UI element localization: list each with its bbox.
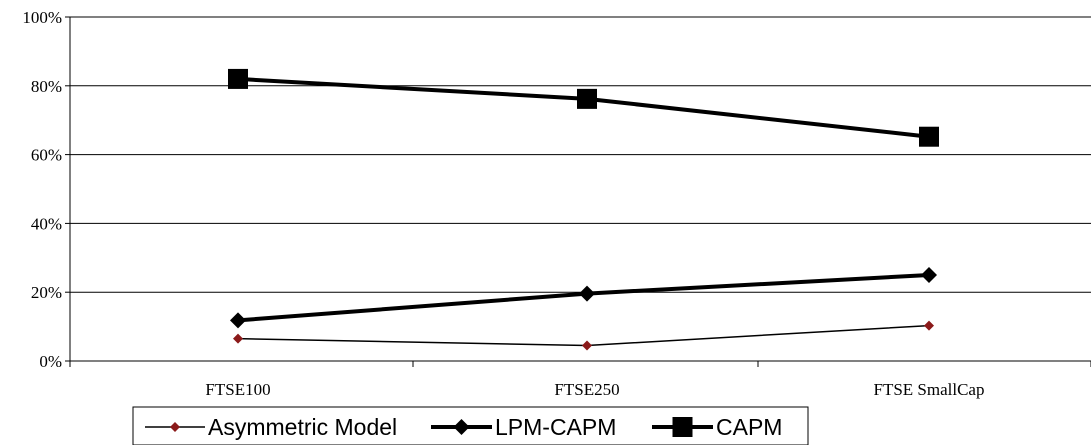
y-tick-label: 60% xyxy=(31,146,62,165)
y-tick-label: 80% xyxy=(31,77,62,96)
series-asymmetric-model xyxy=(233,320,934,351)
series-line xyxy=(237,324,930,347)
data-point-square xyxy=(228,68,248,89)
legend-item: Asymmetric Model xyxy=(145,414,397,440)
legend-item: LPM-CAPM xyxy=(431,414,616,440)
legend-item: CAPM xyxy=(652,414,782,440)
data-point-diamond xyxy=(582,340,592,351)
data-point-square xyxy=(919,126,939,147)
data-point-diamond xyxy=(924,320,934,331)
data-point-diamond xyxy=(921,267,937,283)
series-capm xyxy=(228,68,939,147)
data-point-diamond xyxy=(233,333,243,344)
legend-label: CAPM xyxy=(716,414,782,440)
data-point-square xyxy=(577,88,597,109)
gridlines xyxy=(65,16,1091,362)
legend: Asymmetric Model LPM-CAPM CAPM xyxy=(132,406,809,445)
x-tick-labels: FTSE100 FTSE250 FTSE SmallCap xyxy=(69,361,1091,399)
y-tick-label: 20% xyxy=(31,283,62,302)
y-tick-labels: 0% 20% 40% 60% 80% 100% xyxy=(22,8,62,371)
data-point-diamond xyxy=(453,419,470,435)
legend-label: Asymmetric Model xyxy=(208,414,397,440)
x-tick-label: FTSE100 xyxy=(205,380,270,399)
legend-label: LPM-CAPM xyxy=(495,414,616,440)
series-layer xyxy=(228,68,939,351)
data-point-diamond xyxy=(230,312,246,329)
data-point-diamond xyxy=(579,285,595,302)
axes xyxy=(69,17,1091,362)
series-lpm-capm xyxy=(230,267,937,329)
x-tick-label: FTSE250 xyxy=(554,380,619,399)
y-tick-label: 100% xyxy=(22,8,62,27)
x-tick-label: FTSE SmallCap xyxy=(874,380,985,399)
data-point-diamond xyxy=(170,422,180,432)
y-tick-label: 0% xyxy=(39,352,62,371)
data-point-square xyxy=(672,417,693,437)
y-tick-label: 40% xyxy=(31,214,62,233)
